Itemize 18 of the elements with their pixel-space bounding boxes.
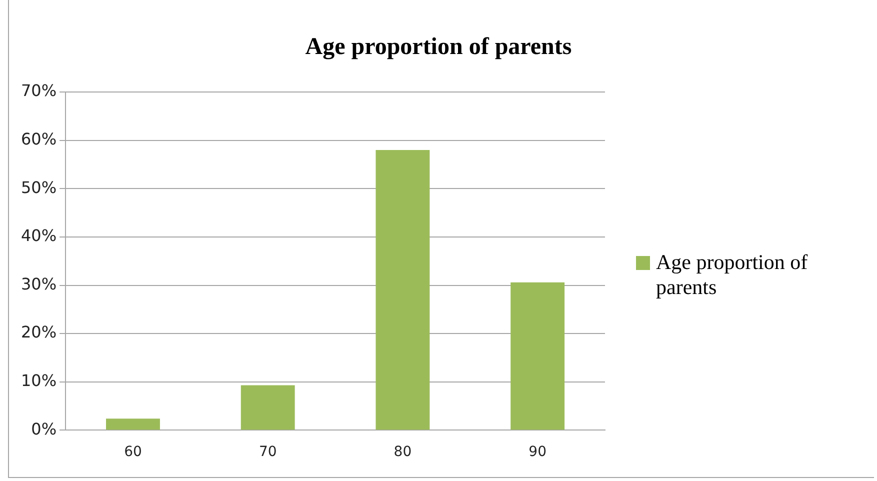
x-tick-label: 70 [258, 444, 277, 460]
y-tick-label: 0% [31, 419, 57, 438]
bar [376, 150, 430, 430]
y-tick-label: 50% [21, 178, 57, 197]
bar [240, 385, 295, 430]
y-tick-label: 40% [21, 226, 57, 246]
y-tick-label: 10% [21, 371, 57, 390]
chart-title: Age proportion of parents [304, 34, 573, 61]
y-tick-label: 20% [21, 322, 57, 342]
y-tick-label: 70% [21, 81, 57, 100]
bar [510, 282, 565, 430]
x-tick-label: 80 [394, 444, 412, 460]
legend-label: Age proportion of parents [656, 250, 809, 300]
y-tick-label: 30% [21, 274, 57, 294]
x-tick-label: 60 [124, 444, 142, 460]
x-tick-label: 90 [528, 444, 546, 460]
y-tick-label: 60% [21, 129, 57, 148]
bar [106, 418, 160, 430]
